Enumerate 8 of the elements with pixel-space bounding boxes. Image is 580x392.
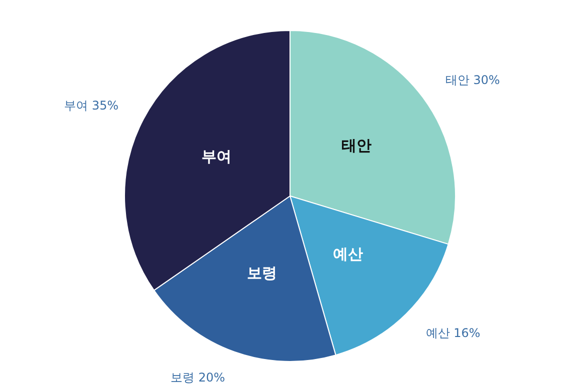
slice-label: 태안 <box>341 136 372 155</box>
data-label: 보령 20% <box>170 370 226 384</box>
data-label: 부여 35% <box>64 98 119 112</box>
data-label: 태안 30% <box>445 72 500 87</box>
data-label: 예산 16% <box>426 326 480 340</box>
slice-label: 예산 <box>333 244 364 263</box>
slice-label: 부여 <box>202 148 232 166</box>
slice-label: 보령 <box>247 264 278 282</box>
